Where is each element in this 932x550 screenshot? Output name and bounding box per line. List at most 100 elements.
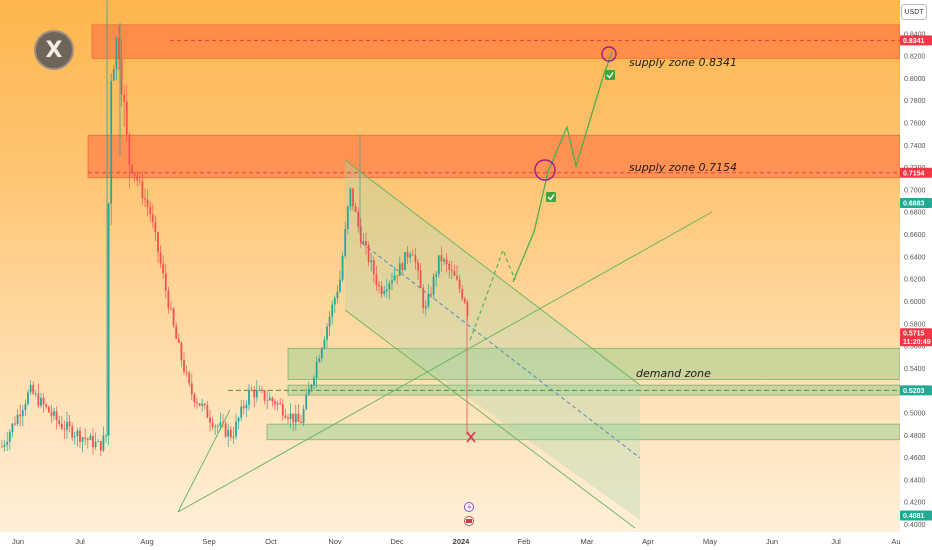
candle-down <box>359 226 362 244</box>
candle-up <box>201 403 204 406</box>
candle-up <box>102 435 105 451</box>
price-badge <box>900 328 932 347</box>
candle-down <box>206 405 209 418</box>
candle-up <box>276 403 279 405</box>
y-tick-label: 0.8400 <box>904 31 926 38</box>
candle-up <box>268 397 271 401</box>
candle-down <box>456 275 458 280</box>
candle-up <box>310 385 313 389</box>
supply-zone-1 <box>87 134 901 179</box>
candle-down <box>271 397 274 402</box>
candle-up <box>320 348 323 359</box>
candle-up <box>437 255 440 275</box>
candle-down <box>193 394 196 403</box>
candle-down <box>188 372 191 384</box>
candle-down <box>224 423 227 437</box>
wedge-left-line <box>177 409 231 513</box>
candle-up <box>66 421 68 430</box>
candle-up <box>349 188 352 207</box>
y-tick-label: 0.5800 <box>904 321 926 328</box>
target-circle-0.8341 <box>601 46 617 62</box>
price-axis[interactable] <box>900 0 932 550</box>
candle-down <box>118 38 120 60</box>
currency-label[interactable]: USDT <box>901 4 927 20</box>
y-tick-label: 0.7600 <box>904 121 926 128</box>
candle-down <box>287 417 289 419</box>
time-axis[interactable] <box>0 532 932 550</box>
candle-down <box>146 199 149 207</box>
candle-up <box>323 339 326 349</box>
y-tick-label: 0.8000 <box>904 76 926 83</box>
candle-down <box>144 198 146 200</box>
x-tick-label: Jun <box>766 537 778 546</box>
candle-down <box>357 211 360 227</box>
candle-up <box>424 306 427 309</box>
candle-down <box>196 402 198 404</box>
candle-down <box>170 308 172 310</box>
candle-down <box>19 414 22 417</box>
candle-up <box>443 259 445 262</box>
y-tick-label: 0.4600 <box>904 455 926 462</box>
zone-label-1: supply zone 0.7154 <box>629 161 737 174</box>
x-tick-label: Aug <box>140 537 153 546</box>
candle-down <box>175 325 178 340</box>
candle-up <box>248 389 250 405</box>
y-tick-label: 0.4400 <box>904 477 926 484</box>
candle-up <box>328 316 331 327</box>
candle-down <box>367 245 370 263</box>
candle-up <box>385 289 388 292</box>
x-tick-label: Nov <box>328 537 342 546</box>
candle-down <box>50 412 53 416</box>
candle-down <box>128 134 131 165</box>
rising-trendline <box>177 211 713 513</box>
candle-down <box>159 252 162 264</box>
y-tick-label: 0.4200 <box>904 500 926 507</box>
candle-down <box>352 188 354 207</box>
candle-up <box>409 254 412 258</box>
candle-down <box>242 406 245 409</box>
candle-down <box>263 390 266 401</box>
candle-down <box>430 293 432 295</box>
candle-down <box>37 393 40 406</box>
candle-up <box>94 441 97 448</box>
candle-down <box>450 269 453 272</box>
candle-up <box>112 69 115 81</box>
candle-up <box>370 260 373 263</box>
candle-down <box>131 164 133 173</box>
x-tick-label: Jul <box>75 537 85 546</box>
x-tick-label: Apr <box>642 537 654 546</box>
price-badge-label: 0.6883 <box>903 200 925 207</box>
price-badge-label: 0.7154 <box>903 170 925 177</box>
candle-down <box>279 403 282 405</box>
candle-up <box>305 395 308 410</box>
candle-up <box>336 291 339 299</box>
candle-down <box>86 438 89 441</box>
y-tick-label: 0.5000 <box>904 410 926 417</box>
candle-down <box>222 422 224 424</box>
price-badge <box>900 167 932 178</box>
candle-up <box>73 436 76 438</box>
candle-up <box>29 384 32 393</box>
candle-down <box>211 422 214 428</box>
y-tick-label: 0.4800 <box>904 433 926 440</box>
y-tick-label: 0.5600 <box>904 344 926 351</box>
candle-down <box>68 421 71 427</box>
candle-down <box>1 446 3 448</box>
candle-up <box>333 298 336 305</box>
candle-down <box>84 437 87 439</box>
candle-down <box>141 180 144 199</box>
x-tick-label: Jun <box>12 537 24 546</box>
y-tick-label: 0.6200 <box>904 277 926 284</box>
candle-up <box>27 392 29 404</box>
candle-down <box>154 222 157 233</box>
candle-down <box>461 288 464 299</box>
candle-up <box>89 435 92 441</box>
candle-down <box>440 255 443 262</box>
candle-up <box>435 274 438 277</box>
candle-up <box>16 414 19 425</box>
candle-up <box>24 403 27 411</box>
candle-up <box>427 293 430 307</box>
check-icon-2-mark <box>606 72 614 79</box>
